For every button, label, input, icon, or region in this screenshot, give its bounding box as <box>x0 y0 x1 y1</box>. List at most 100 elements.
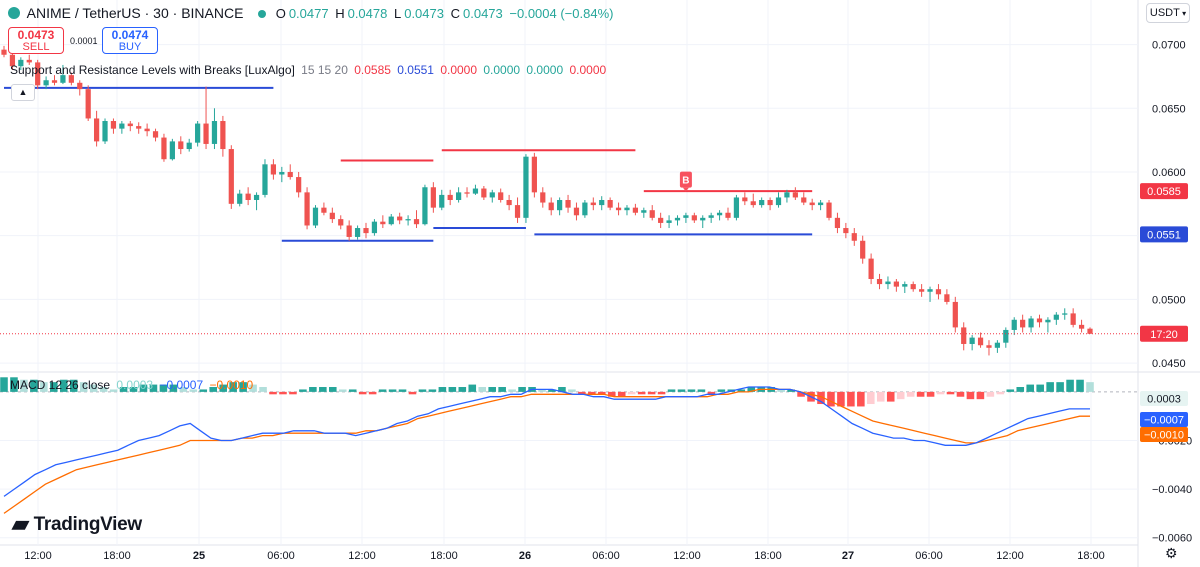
macd-legend[interactable]: MACD 12 26 close 0.0003 −0.0007 −0.0010 <box>10 378 256 392</box>
macd-histogram-bar <box>598 391 606 395</box>
candle <box>834 217 841 229</box>
market-status-icon <box>258 10 267 18</box>
candle <box>1020 319 1026 328</box>
candle <box>767 200 773 206</box>
macd-histogram-bar <box>139 384 148 392</box>
macd-histogram-bar <box>906 391 915 397</box>
candle <box>220 121 226 150</box>
candle <box>237 193 243 204</box>
close-label: C <box>450 6 460 21</box>
candle <box>245 193 251 200</box>
macd-histogram-bar <box>149 384 158 392</box>
x-tick-label: 12:00 <box>996 550 1024 562</box>
indicator-support-value: 0.0551 <box>397 63 434 77</box>
candle <box>1036 318 1043 323</box>
break-marker-pointer <box>682 187 689 192</box>
macd-histogram-bar <box>1066 379 1074 392</box>
symbol-icon <box>8 7 20 19</box>
macd-histogram-bar <box>1086 382 1094 392</box>
macd-histogram-bar <box>787 389 795 392</box>
macd-histogram-bar <box>827 391 835 407</box>
macd-histogram-bar <box>398 389 407 392</box>
macd-histogram-bar <box>219 384 227 392</box>
macd-histogram-bar <box>458 387 467 392</box>
collapse-legend-button[interactable]: ▲ <box>11 84 35 101</box>
candle <box>430 187 436 208</box>
indicator-legend[interactable]: Support and Resistance Levels with Break… <box>10 63 609 77</box>
candle <box>279 171 285 175</box>
macd-histogram-bar <box>388 389 397 392</box>
currency-selector[interactable]: USDT ▾ <box>1146 3 1190 23</box>
macd-histogram-bar <box>647 391 656 395</box>
macd-histogram-bar <box>179 387 188 392</box>
x-tick-label: 12:00 <box>673 550 701 562</box>
macd-value-text: 0.0003 <box>1147 394 1181 406</box>
x-tick-label: 18:00 <box>430 550 458 562</box>
candle <box>1 49 7 55</box>
indicator-params: 15 15 20 <box>301 63 348 77</box>
gear-icon[interactable]: ⚙ <box>1165 545 1178 561</box>
macd-histogram-bar <box>916 391 925 397</box>
candle <box>18 59 24 67</box>
indicator-value-3: 0.0000 <box>440 63 478 77</box>
macd-histogram-bar <box>319 387 327 392</box>
candle <box>868 258 874 279</box>
macd-histogram-bar <box>1056 382 1064 392</box>
currency-label: USDT <box>1149 7 1180 19</box>
macd-histogram-bar <box>279 391 287 395</box>
sell-button[interactable]: 0.0473 SELL <box>8 27 64 54</box>
candle <box>641 210 647 213</box>
candle <box>683 215 689 218</box>
symbol-title[interactable]: ANIME / TetherUS · 30 · BINANCE <box>26 5 244 21</box>
candle <box>144 128 150 132</box>
candle <box>1011 319 1017 330</box>
macd-histogram-bar <box>578 391 586 395</box>
macd-signal-value: −0.0010 <box>209 378 254 392</box>
sell-label: SELL <box>22 41 50 53</box>
candle <box>346 225 352 237</box>
candle <box>708 215 714 218</box>
macd-histogram-bar <box>89 384 98 392</box>
candle <box>977 337 984 346</box>
candle <box>725 212 731 218</box>
macd-histogram-bar <box>667 389 676 392</box>
candle <box>733 197 740 218</box>
candle <box>792 192 798 198</box>
high-value: 0.0478 <box>347 6 388 21</box>
candle <box>102 121 108 142</box>
open-value: 0.0477 <box>288 6 329 21</box>
candle <box>843 228 849 234</box>
candle <box>51 80 58 83</box>
candle <box>253 194 260 200</box>
candle <box>935 289 942 295</box>
candle <box>329 212 335 220</box>
macd-histogram-bar <box>239 382 247 392</box>
buy-price: 0.0474 <box>111 28 149 42</box>
candle <box>186 142 192 150</box>
candle <box>944 294 950 302</box>
macd-histogram-bar <box>657 391 666 395</box>
macd-histogram-bar <box>448 387 457 392</box>
macd-histogram-bar <box>976 391 985 400</box>
macd-histogram-bar <box>747 387 756 392</box>
candle <box>1070 313 1076 325</box>
candle <box>371 221 378 234</box>
macd-histogram-bar <box>488 387 496 392</box>
y-tick-label: 0.0600 <box>1152 167 1186 179</box>
y-tick-label: 0.0650 <box>1152 103 1186 115</box>
macd-histogram-bar <box>558 387 566 392</box>
x-tick-label: 12:00 <box>24 550 52 562</box>
candle <box>388 216 394 225</box>
macd-value-box <box>1140 391 1188 406</box>
x-tick-label: 12:00 <box>348 550 376 562</box>
candle <box>919 289 925 292</box>
axes: 0.07000.06500.06000.05500.05000.045012:0… <box>24 40 1192 562</box>
buy-label: BUY <box>118 41 142 53</box>
buy-button[interactable]: 0.0474 BUY <box>102 27 158 54</box>
macd-histogram-bar <box>538 389 546 392</box>
macd-value-text: −0.0007 <box>1144 415 1184 427</box>
macd-histogram-bar <box>867 391 875 405</box>
brand-text: TradingView <box>33 514 143 535</box>
candle <box>127 123 133 127</box>
